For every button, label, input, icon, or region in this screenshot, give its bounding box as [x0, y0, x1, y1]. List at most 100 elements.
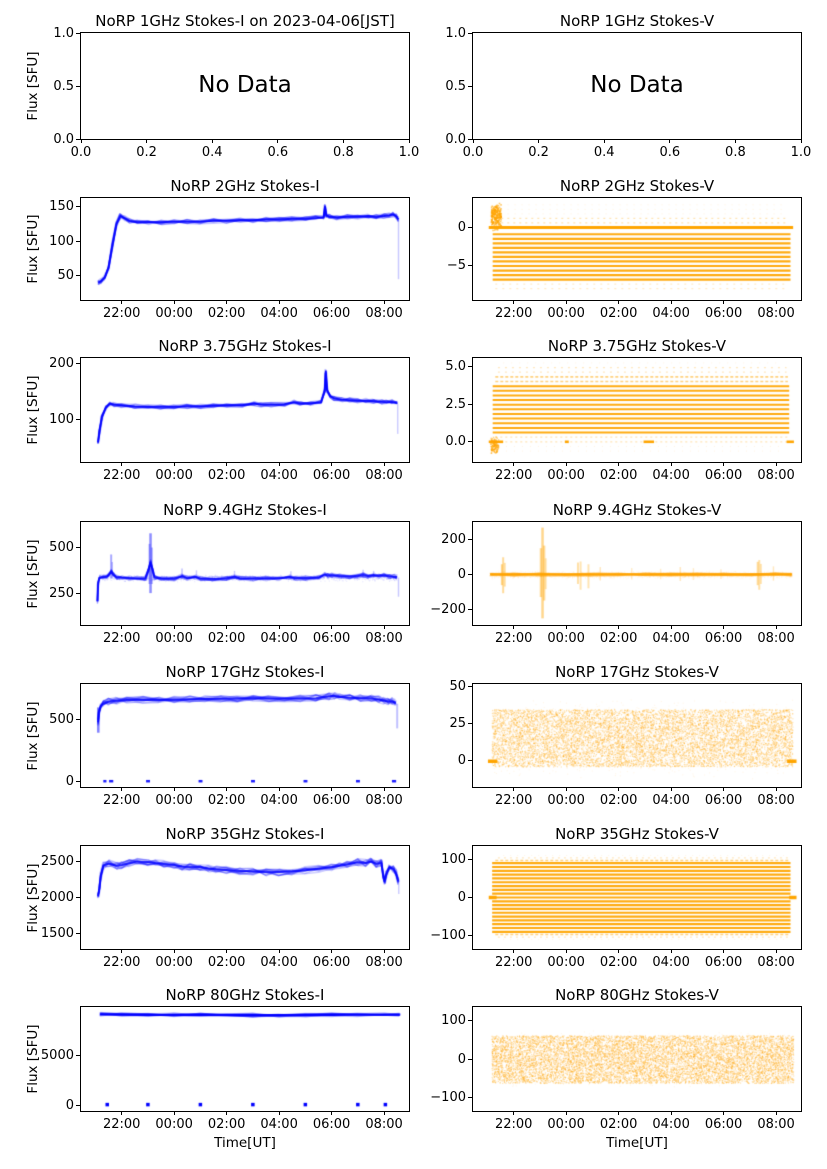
panel-title: NoRP 3.75GHz Stokes-I — [158, 337, 332, 355]
y-tick-mark — [468, 138, 472, 140]
no-data-label: No Data — [590, 72, 684, 98]
y-tick-mark — [76, 419, 80, 421]
x-tick-mark — [775, 462, 777, 466]
x-tick-label: 04:00 — [260, 631, 298, 646]
x-tick-label: 22:00 — [102, 955, 141, 970]
x-tick-mark — [618, 625, 620, 629]
x-tick-label: 02:00 — [207, 631, 246, 646]
y-tick-mark — [76, 1054, 80, 1056]
x-tick-mark — [670, 462, 672, 466]
plot-canvas — [473, 198, 801, 300]
x-tick-mark — [173, 787, 175, 791]
x-tick-mark — [723, 787, 725, 791]
x-tick-label: 04:00 — [652, 793, 690, 808]
plot-frame — [80, 683, 410, 788]
x-tick-label: 06:00 — [704, 468, 743, 483]
x-tick-mark — [565, 300, 567, 304]
y-tick-mark — [468, 403, 472, 405]
plot-canvas — [81, 684, 409, 787]
x-tick-label: 02:00 — [599, 793, 638, 808]
x-tick-mark — [383, 1111, 385, 1115]
x-tick-label: 02:00 — [207, 306, 246, 321]
plot-canvas — [473, 846, 801, 949]
plot-frame — [472, 197, 802, 301]
x-tick-mark — [278, 949, 280, 953]
x-tick-mark — [121, 949, 123, 953]
plot-frame — [80, 521, 410, 626]
y-tick-label: −100 — [430, 1090, 466, 1106]
y-tick-mark — [76, 1104, 80, 1106]
y-tick-mark — [76, 861, 80, 863]
x-tick-label: 02:00 — [599, 468, 638, 483]
plot-canvas — [473, 33, 801, 139]
x-tick-mark — [146, 139, 148, 143]
x-tick-label: 06:00 — [704, 793, 743, 808]
y-tick-label: 0 — [65, 773, 74, 789]
x-tick-mark — [775, 787, 777, 791]
x-tick-label: 08:00 — [757, 1117, 795, 1132]
x-tick-mark — [565, 949, 567, 953]
x-tick-label: 00:00 — [155, 1117, 193, 1132]
x-tick-mark — [226, 949, 228, 953]
y-tick-mark — [468, 858, 472, 860]
y-tick-label: 1500 — [40, 925, 74, 941]
x-tick-mark — [331, 300, 333, 304]
y-tick-mark — [76, 897, 80, 898]
y-tick-label: 5.0 — [445, 359, 466, 375]
y-tick-mark — [76, 363, 80, 365]
x-tick-mark — [342, 139, 344, 143]
x-tick-mark — [513, 300, 515, 304]
x-tick-mark — [226, 625, 228, 629]
x-tick-mark — [723, 300, 725, 304]
plot-frame — [472, 357, 802, 463]
y-tick-label: 2000 — [40, 890, 74, 905]
x-tick-mark — [472, 139, 474, 143]
x-tick-label: 0.8 — [333, 145, 354, 160]
x-tick-label: 00:00 — [155, 306, 193, 321]
x-tick-mark — [278, 462, 280, 466]
x-tick-label: 08:00 — [757, 631, 795, 646]
plot-canvas — [473, 684, 801, 787]
x-tick-label: 22:00 — [494, 468, 533, 483]
y-axis-label: Flux [SFU] — [25, 1024, 41, 1094]
x-tick-mark — [565, 787, 567, 791]
plot-frame — [80, 197, 410, 301]
x-tick-label: 00:00 — [155, 468, 193, 483]
x-tick-mark — [603, 139, 605, 143]
x-tick-label: 0.0 — [462, 145, 484, 160]
x-tick-label: 08:00 — [757, 468, 795, 483]
x-tick-label: 08:00 — [365, 793, 403, 808]
x-tick-mark — [670, 1111, 672, 1115]
y-tick-mark — [76, 719, 80, 721]
x-tick-label: 0.2 — [528, 145, 549, 160]
y-tick-mark — [468, 264, 472, 266]
x-tick-label: 08:00 — [365, 631, 403, 646]
y-tick-label: 200 — [49, 356, 74, 372]
y-tick-label: 2500 — [40, 854, 74, 870]
x-tick-mark — [800, 139, 802, 143]
y-tick-label: 100 — [441, 851, 466, 867]
y-tick-label: 150 — [49, 198, 74, 214]
x-tick-label: 06:00 — [312, 793, 351, 808]
y-tick-mark — [76, 32, 80, 34]
plot-frame — [472, 845, 802, 950]
x-tick-mark — [121, 462, 123, 466]
y-tick-label: −200 — [430, 601, 466, 617]
y-tick-mark — [76, 547, 80, 549]
y-tick-label: 100 — [49, 412, 74, 428]
x-tick-mark — [618, 949, 620, 953]
y-tick-label: 100 — [441, 1012, 466, 1028]
x-tick-mark — [513, 787, 515, 791]
x-tick-label: 06:00 — [312, 468, 351, 483]
y-axis-label: Flux [SFU] — [25, 214, 41, 284]
y-tick-mark — [76, 275, 80, 277]
y-axis-label: Flux [SFU] — [25, 375, 41, 445]
plot-frame — [80, 32, 410, 140]
x-tick-label: 02:00 — [599, 955, 638, 970]
y-tick-label: 0 — [457, 753, 466, 768]
y-tick-mark — [468, 760, 472, 761]
panel-title: NoRP 80GHz Stokes-V — [555, 986, 719, 1004]
x-tick-label: 22:00 — [102, 1117, 141, 1132]
y-tick-label: 0.0 — [445, 131, 466, 147]
y-tick-label: 0.5 — [445, 78, 466, 94]
